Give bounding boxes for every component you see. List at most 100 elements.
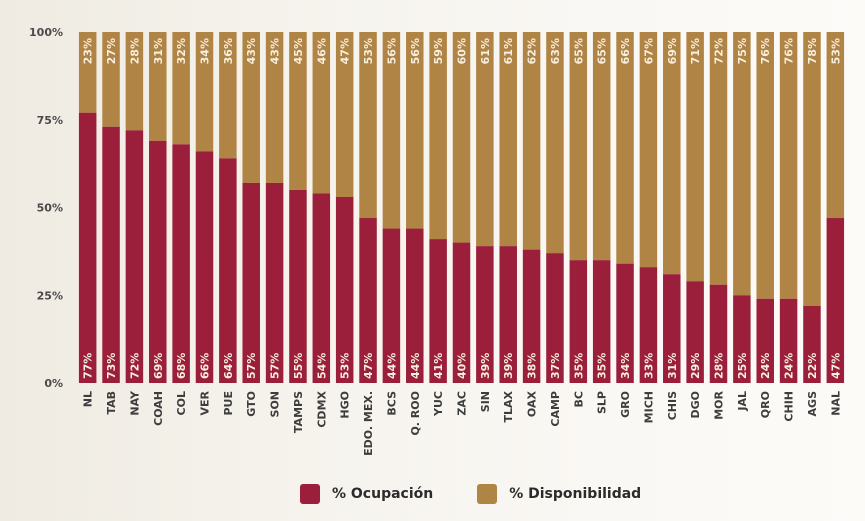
bar-ocupacion xyxy=(429,239,447,383)
bar-ocupacion xyxy=(803,305,821,383)
x-tick-label: TLAX xyxy=(502,390,515,422)
x-tick-label: ZAC xyxy=(456,391,469,416)
data-label-ocupacion: 44% xyxy=(409,353,422,379)
x-tick-label: QRO xyxy=(759,391,772,418)
data-label-disponibilidad: 63% xyxy=(549,38,562,64)
stacked-bar-chart: 0% 25% 50% 75% 100% 77% 23% 73% 27% 72% 28% 69% 31%… xyxy=(29,26,845,456)
data-label-disponibilidad: 27% xyxy=(105,38,118,64)
x-tick-label: TAMPS xyxy=(292,391,305,433)
bar-disponibilidad xyxy=(476,32,494,247)
x-tick-label: CHIH xyxy=(783,391,796,422)
data-label-ocupacion: 73% xyxy=(105,353,118,379)
bar-disponibilidad xyxy=(172,32,190,145)
data-label-ocupacion: 25% xyxy=(736,353,749,379)
data-label-disponibilidad: 43% xyxy=(269,38,282,64)
bar-ocupacion xyxy=(125,130,144,383)
y-tick-label: 0% xyxy=(44,377,63,390)
data-label-ocupacion: 28% xyxy=(713,353,726,379)
data-label-disponibilidad: 32% xyxy=(175,38,188,64)
bar-ocupacion xyxy=(639,267,658,383)
data-label-ocupacion: 41% xyxy=(432,353,445,379)
x-tick-label: NAL xyxy=(829,391,842,416)
legend-item-disponibilidad: % Disponibilidad xyxy=(477,484,641,504)
x-tick-label: BCS xyxy=(385,391,398,416)
bar-ocupacion xyxy=(242,182,260,383)
x-tick-label: VER xyxy=(199,390,212,415)
data-label-ocupacion: 22% xyxy=(806,353,819,379)
data-label-disponibilidad: 31% xyxy=(152,38,165,64)
x-tick-label: CAMP xyxy=(549,391,562,427)
bar-disponibilidad xyxy=(639,32,658,268)
data-label-disponibilidad: 36% xyxy=(222,38,235,64)
x-tick-label: OAX xyxy=(526,390,539,417)
bar-ocupacion xyxy=(452,242,471,383)
x-tick-label: GTO xyxy=(245,391,258,417)
bar-disponibilidad xyxy=(522,32,541,250)
bar-disponibilidad xyxy=(779,32,798,299)
bar-ocupacion xyxy=(709,284,728,383)
bar-ocupacion xyxy=(756,298,774,383)
bar-disponibilidad xyxy=(335,32,354,197)
x-tick-label: MOR xyxy=(713,390,726,419)
bar-ocupacion xyxy=(686,281,704,383)
bar-disponibilidad xyxy=(499,32,517,247)
data-label-disponibilidad: 78% xyxy=(806,38,819,64)
data-label-ocupacion: 39% xyxy=(479,353,492,379)
bar-disponibilidad xyxy=(312,32,331,194)
bar-ocupacion xyxy=(499,246,517,383)
bar-disponibilidad xyxy=(616,32,634,264)
y-tick-label: 100% xyxy=(29,26,63,39)
data-label-ocupacion: 24% xyxy=(759,353,772,379)
bar-ocupacion xyxy=(359,218,377,383)
bar-disponibilidad xyxy=(359,32,377,219)
data-label-ocupacion: 39% xyxy=(502,353,515,379)
x-tick-label: CHIS xyxy=(666,391,679,420)
bar-disponibilidad xyxy=(546,32,564,254)
x-tick-label: PUE xyxy=(222,391,235,416)
data-label-ocupacion: 34% xyxy=(619,353,632,379)
bar-ocupacion xyxy=(102,126,120,384)
x-tick-label: YUC xyxy=(432,391,445,417)
bar-ocupacion xyxy=(476,246,494,383)
bar-ocupacion xyxy=(382,228,401,383)
bar-ocupacion xyxy=(172,144,190,383)
bar-ocupacion xyxy=(569,260,588,383)
x-tick-label: SIN xyxy=(479,391,492,412)
bar-ocupacion xyxy=(826,218,845,383)
legend-swatch-disponibilidad xyxy=(477,484,498,504)
data-label-ocupacion: 47% xyxy=(362,353,375,379)
y-tick-label: 75% xyxy=(37,114,63,127)
x-tick-label: COAH xyxy=(152,391,165,426)
data-label-disponibilidad: 60% xyxy=(456,38,469,64)
bar-ocupacion xyxy=(335,196,354,383)
data-label-disponibilidad: 28% xyxy=(128,38,141,64)
x-tick-label: EDO. MEX. xyxy=(362,391,375,456)
data-label-disponibilidad: 53% xyxy=(829,38,842,64)
bar-disponibilidad xyxy=(219,32,237,159)
data-label-disponibilidad: 59% xyxy=(432,38,445,64)
bar-disponibilidad xyxy=(102,32,120,127)
data-label-ocupacion: 24% xyxy=(783,353,796,379)
legend-label-disponibilidad: % Disponibilidad xyxy=(509,486,642,502)
data-label-ocupacion: 57% xyxy=(269,353,282,379)
x-tick-label: CDMX xyxy=(315,390,328,427)
data-label-disponibilidad: 34% xyxy=(199,38,212,64)
y-tick-label: 50% xyxy=(37,202,63,215)
bar-disponibilidad xyxy=(265,32,284,183)
x-tick-label: TAB xyxy=(105,391,118,415)
bar-ocupacion xyxy=(733,295,751,383)
x-tick-label: COL xyxy=(175,391,188,415)
bar-disponibilidad xyxy=(569,32,588,261)
data-label-ocupacion: 77% xyxy=(82,353,95,379)
data-label-disponibilidad: 66% xyxy=(619,38,632,64)
bar-disponibilidad xyxy=(406,32,424,229)
data-label-ocupacion: 72% xyxy=(128,353,141,379)
bar-disponibilidad xyxy=(125,32,144,131)
bar-disponibilidad xyxy=(452,32,471,243)
data-label-disponibilidad: 67% xyxy=(642,38,655,64)
bar-disponibilidad xyxy=(382,32,401,229)
x-tick-label: MICH xyxy=(642,391,655,423)
data-label-disponibilidad: 75% xyxy=(736,38,749,64)
bar-ocupacion xyxy=(149,140,167,383)
bar-disponibilidad xyxy=(826,32,845,219)
